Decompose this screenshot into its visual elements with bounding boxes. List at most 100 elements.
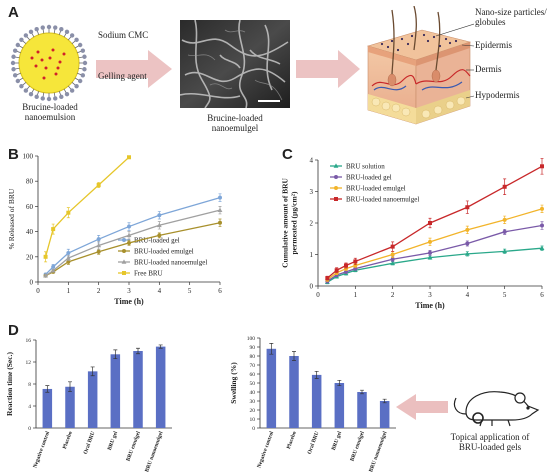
- y-tick-label: 16: [26, 338, 32, 344]
- skin-label-epidermis: Epidermis: [475, 40, 512, 50]
- panel-c-label: C: [282, 146, 293, 163]
- legend-entry: BRU-loaded gel: [346, 174, 392, 182]
- data-point: [217, 207, 223, 212]
- data-point: [218, 220, 222, 225]
- y-tick-label: 4: [310, 157, 314, 165]
- y-tick-label: 40: [26, 228, 34, 236]
- category-label: Oral BRU: [83, 431, 97, 456]
- data-point: [344, 263, 348, 268]
- data-point: [540, 164, 544, 169]
- data-point: [464, 251, 470, 256]
- data-point: [390, 244, 395, 249]
- bar: [133, 351, 143, 428]
- x-tick-label: 0: [316, 291, 320, 299]
- panel-d-label: D: [8, 322, 19, 339]
- bar: [87, 371, 98, 428]
- y-tick-label: 30: [250, 399, 256, 405]
- skin-cross-section-illustration: [366, 6, 474, 125]
- legend-entry: BRU-loaded emulgel: [134, 248, 194, 256]
- y-tick-label: 100: [247, 336, 256, 342]
- category-label: BRU emulgel: [350, 430, 367, 462]
- data-point: [66, 210, 71, 215]
- x-tick-label: 3: [127, 287, 131, 295]
- y-axis-label: % Released of BRU: [7, 188, 16, 249]
- data-point: [502, 217, 507, 222]
- data-point: [43, 273, 48, 278]
- treatment-arrow: [396, 394, 448, 420]
- y-tick-label: 8: [28, 382, 31, 388]
- x-tick-label: 2: [97, 287, 101, 295]
- data-point: [353, 259, 358, 264]
- y-tick-label: 70: [250, 363, 256, 369]
- legend-entry: Free BRU: [134, 270, 163, 278]
- data-point: [428, 221, 432, 225]
- data-point: [502, 248, 508, 254]
- data-point: [465, 241, 470, 246]
- error-bar: [68, 381, 72, 393]
- bar: [155, 346, 166, 428]
- x-tick-label: 4: [158, 287, 162, 295]
- series-line: [326, 224, 543, 282]
- nanoemulsion-droplet-illustration: [10, 24, 88, 102]
- data-point: [157, 233, 162, 238]
- legend-entry: BRU solution: [346, 163, 385, 171]
- legend-marker: [122, 238, 126, 242]
- x-tick-label: 1: [354, 291, 358, 299]
- error-bar: [360, 389, 364, 395]
- y-tick-label: 1: [310, 251, 314, 259]
- swelling-bar-chart: 0 10 20 30 40 50 60 70 80 90 100 Swelling (%) Negati…: [229, 336, 396, 472]
- y-tick-label: 0: [252, 426, 255, 432]
- data-point: [390, 260, 396, 266]
- y-tick-label: 80: [250, 354, 256, 360]
- data-point: [325, 276, 330, 281]
- data-point: [96, 242, 102, 248]
- category-label: BRU gel: [107, 430, 120, 451]
- data-point: [50, 268, 56, 273]
- error-bar: [113, 349, 118, 360]
- x-tick-label: 6: [218, 287, 222, 295]
- legend-marker: [333, 163, 339, 168]
- data-point: [502, 184, 507, 189]
- arrow-label-gelling-agent: Gelling agent: [98, 71, 147, 81]
- category-label: BRU gel: [331, 430, 344, 451]
- x-tick-label: 5: [188, 287, 192, 295]
- y-tick-label: 10: [250, 417, 256, 423]
- legend-marker: [121, 259, 127, 264]
- legend-marker: [122, 271, 126, 275]
- y-tick-label: 3: [310, 188, 314, 196]
- data-point: [157, 213, 162, 218]
- series-line: [326, 247, 543, 283]
- y-tick-label: 2: [310, 220, 314, 228]
- data-point: [344, 266, 348, 271]
- nanoemulgel-micrograph: [180, 20, 290, 108]
- data-point: [96, 182, 101, 187]
- legend-marker: [334, 186, 338, 190]
- x-tick-label: 3: [428, 291, 432, 299]
- x-tick-label: 1: [67, 287, 71, 295]
- bar: [65, 386, 75, 428]
- data-point: [334, 268, 339, 273]
- error-bar: [337, 379, 342, 387]
- data-point: [96, 237, 101, 242]
- category-label: Negative control: [256, 430, 275, 469]
- error-bar: [90, 366, 95, 377]
- category-label: Oral BRU: [307, 431, 321, 456]
- data-point: [502, 229, 507, 234]
- bar: [379, 401, 390, 428]
- bar: [289, 356, 299, 428]
- y-tick-label: 60: [26, 203, 34, 211]
- application-arrow: [296, 50, 360, 88]
- bar: [110, 354, 121, 428]
- y-axis-label: Swelling (%): [229, 362, 238, 404]
- y-tick-label: 20: [26, 253, 34, 261]
- reaction-time-bar-chart: 0 4 8 12 16 Reaction time (Sec.) Negative cont…: [5, 338, 172, 472]
- legend-marker: [334, 175, 338, 179]
- x-axis-label: Time (h): [114, 297, 144, 306]
- category-label: Placebo: [62, 430, 74, 450]
- bar: [334, 383, 345, 428]
- error-bar: [292, 351, 296, 361]
- skin-label-dermis: Dermis: [475, 64, 502, 74]
- category-label: BRU nanoemulgel: [144, 430, 164, 472]
- data-point: [428, 239, 432, 244]
- skin-label-nanoparticles: Nano-size particles/ globules: [475, 7, 547, 27]
